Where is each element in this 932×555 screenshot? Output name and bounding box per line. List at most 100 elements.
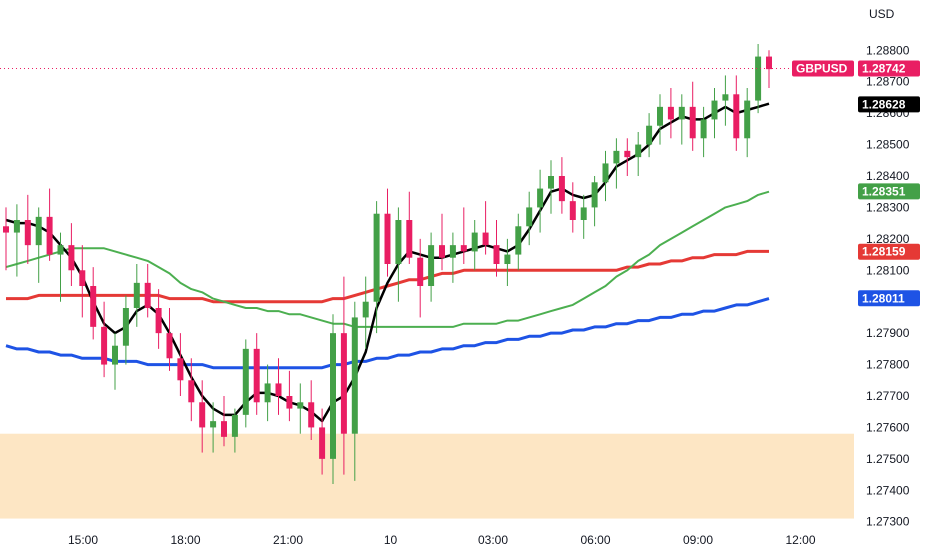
candle bbox=[264, 364, 271, 422]
candle-body bbox=[242, 348, 249, 415]
candle bbox=[319, 408, 326, 475]
y-tick-label: 1.27700 bbox=[866, 389, 910, 403]
candle-body bbox=[13, 220, 20, 233]
candle-body bbox=[188, 380, 195, 403]
candle-body bbox=[221, 421, 227, 437]
y-tick-label: 1.27500 bbox=[866, 452, 910, 466]
candle-body bbox=[624, 150, 631, 158]
candle-body bbox=[722, 94, 729, 101]
price-label-bg bbox=[858, 183, 920, 200]
candle-body bbox=[460, 245, 467, 252]
candle bbox=[351, 301, 358, 481]
candle-body bbox=[537, 188, 544, 208]
candle-body bbox=[351, 317, 358, 434]
candle-body bbox=[373, 213, 380, 302]
x-tick-label: 18:00 bbox=[170, 533, 200, 547]
y-tick-label: 1.28800 bbox=[866, 43, 910, 57]
candle bbox=[133, 264, 140, 327]
candle-body bbox=[580, 207, 587, 220]
price-label-ma-black: 1.28628 bbox=[858, 96, 920, 113]
candle bbox=[275, 358, 282, 415]
price-label-value: 1.28351 bbox=[862, 184, 906, 198]
candle-body bbox=[319, 427, 326, 459]
candle bbox=[515, 213, 522, 271]
candle bbox=[504, 238, 511, 286]
symbol-label: GBPUSD bbox=[796, 62, 848, 76]
y-tick-label: 1.28700 bbox=[866, 75, 910, 89]
candle bbox=[308, 380, 315, 440]
candle bbox=[537, 169, 544, 233]
candle-body bbox=[548, 176, 554, 189]
candle-body bbox=[493, 245, 500, 264]
candle bbox=[689, 81, 696, 151]
candle-body bbox=[515, 226, 522, 255]
y-tick-label: 1.27600 bbox=[866, 420, 910, 434]
ma-black-line bbox=[5, 102, 770, 423]
candle-body bbox=[439, 245, 445, 258]
candle-body bbox=[340, 333, 347, 434]
candle-body bbox=[417, 257, 424, 286]
candle bbox=[635, 132, 642, 176]
candle bbox=[591, 176, 598, 227]
candle-body bbox=[613, 150, 620, 164]
price-label-value: 1.28011 bbox=[862, 291, 905, 305]
candle-body bbox=[558, 176, 565, 202]
candle bbox=[460, 207, 467, 264]
x-tick-label: 10 bbox=[384, 533, 398, 547]
candle bbox=[330, 314, 336, 484]
candle-body bbox=[3, 226, 9, 233]
demand-zone bbox=[0, 433, 854, 519]
ma-green-line bbox=[5, 190, 770, 328]
candle bbox=[362, 276, 369, 349]
candle bbox=[482, 201, 489, 255]
candle bbox=[231, 408, 238, 453]
candle-body bbox=[657, 106, 663, 126]
candle bbox=[766, 50, 772, 88]
candle bbox=[580, 194, 587, 239]
candle-body bbox=[286, 396, 293, 409]
candle-body bbox=[155, 308, 162, 334]
price-label-bg bbox=[858, 243, 920, 260]
candle bbox=[286, 370, 293, 422]
candle bbox=[155, 289, 162, 349]
candle bbox=[733, 75, 740, 151]
price-label-value: 1.28628 bbox=[862, 97, 906, 111]
candle-body bbox=[733, 94, 740, 139]
candle-body bbox=[395, 220, 402, 264]
x-tick-label: 15:00 bbox=[68, 533, 98, 547]
candle-body bbox=[667, 106, 674, 120]
candle bbox=[439, 213, 445, 271]
candle-body bbox=[755, 56, 762, 101]
y-tick-label: 1.27900 bbox=[866, 326, 910, 340]
candle-body bbox=[101, 326, 108, 365]
candle bbox=[112, 333, 118, 390]
candle-body bbox=[689, 106, 696, 139]
candle-body bbox=[68, 245, 75, 271]
y-tick-label: 1.27800 bbox=[866, 358, 910, 372]
candle bbox=[373, 201, 380, 334]
candle-body bbox=[711, 100, 718, 120]
candle-body bbox=[471, 232, 478, 252]
candle-body bbox=[449, 245, 456, 258]
candle-body bbox=[210, 421, 217, 428]
candle bbox=[395, 207, 402, 302]
candle-body bbox=[482, 232, 489, 246]
candle-body bbox=[428, 245, 435, 286]
y-tick-label: 1.28300 bbox=[866, 200, 910, 214]
candle-body bbox=[406, 220, 413, 258]
candle bbox=[79, 245, 86, 318]
candle bbox=[417, 238, 424, 318]
candle-body bbox=[526, 207, 533, 227]
y-tick-label: 1.28200 bbox=[866, 232, 910, 246]
candle bbox=[384, 188, 391, 277]
candle-body bbox=[133, 282, 140, 308]
candle bbox=[744, 88, 751, 158]
candle bbox=[68, 223, 75, 286]
y-tick-label: 1.28500 bbox=[866, 138, 910, 152]
symbol-label-bg bbox=[792, 60, 854, 77]
candle bbox=[602, 150, 609, 202]
candle-body bbox=[177, 358, 184, 381]
candle bbox=[242, 339, 249, 428]
